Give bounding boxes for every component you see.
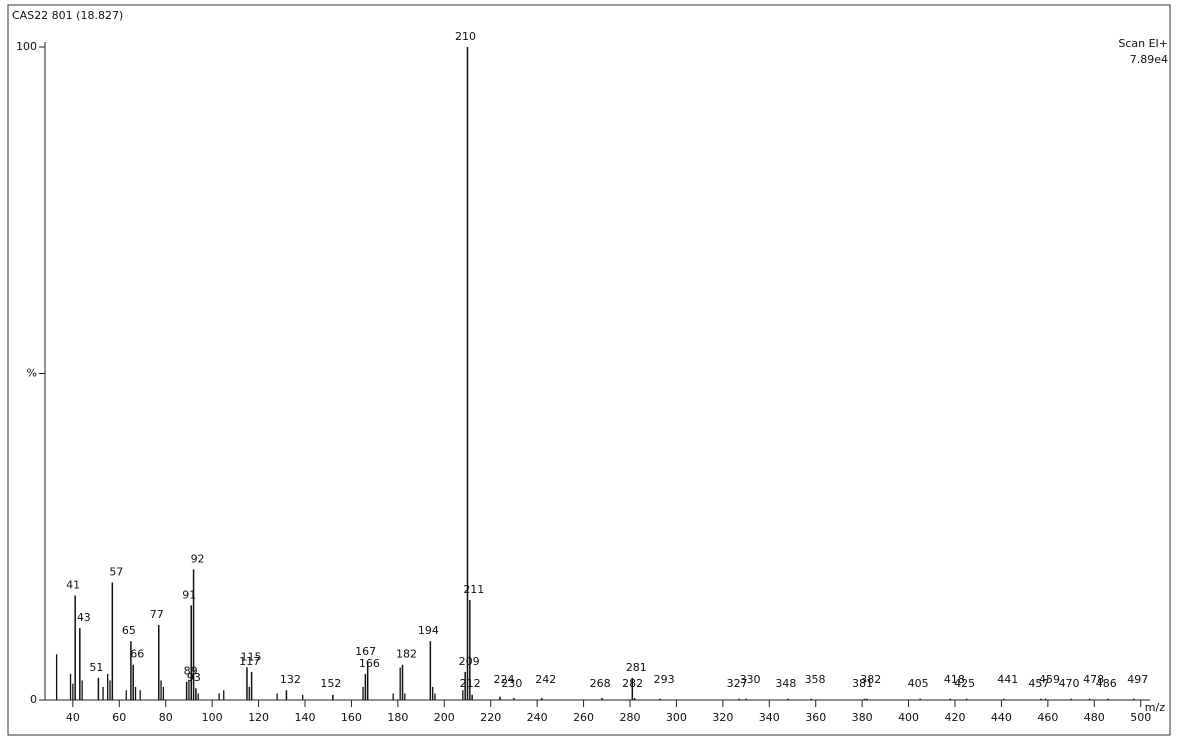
x-tick-label: 480 bbox=[1084, 711, 1105, 724]
peak-label: 441 bbox=[997, 673, 1018, 686]
x-tick-label: 440 bbox=[991, 711, 1012, 724]
peak-label: 459 bbox=[1039, 673, 1060, 686]
x-tick-label: 380 bbox=[852, 711, 873, 724]
scan-mode: Scan EI+ bbox=[1118, 37, 1168, 50]
peak-label: 497 bbox=[1127, 673, 1148, 686]
peak-label: 91 bbox=[182, 588, 196, 601]
chart-title: CAS22 801 (18.827) bbox=[12, 9, 123, 22]
peak-label: 152 bbox=[320, 677, 341, 690]
peak-label: 212 bbox=[460, 677, 481, 690]
peak-label: 486 bbox=[1096, 677, 1117, 690]
x-tick-label: 260 bbox=[573, 711, 594, 724]
peak-label: 224 bbox=[494, 673, 515, 686]
peak-label: 41 bbox=[66, 579, 80, 592]
peak-label: 358 bbox=[805, 673, 826, 686]
peak-label: 242 bbox=[535, 673, 556, 686]
x-tick-label: 140 bbox=[295, 711, 316, 724]
x-tick-label: 300 bbox=[666, 711, 687, 724]
x-tick-label: 240 bbox=[527, 711, 548, 724]
peak-label: 327 bbox=[727, 677, 748, 690]
peak-label: 348 bbox=[775, 677, 796, 690]
peak-label: 77 bbox=[150, 608, 164, 621]
x-tick-label: 60 bbox=[112, 711, 126, 724]
peak-label: 457 bbox=[1028, 677, 1049, 690]
peak-label: 51 bbox=[89, 661, 103, 674]
peak-label: 478 bbox=[1083, 673, 1104, 686]
peak-label: 382 bbox=[860, 673, 881, 686]
peak-label: 65 bbox=[122, 624, 136, 637]
y-tick-label: 0 bbox=[30, 693, 37, 706]
peak-label: 194 bbox=[418, 624, 439, 637]
peak-label: 115 bbox=[240, 650, 261, 663]
x-tick-label: 220 bbox=[480, 711, 501, 724]
peak-label: 66 bbox=[130, 648, 144, 661]
peak-label: 117 bbox=[239, 655, 260, 668]
x-tick-label: 320 bbox=[712, 711, 733, 724]
y-tick-label: 100 bbox=[16, 40, 37, 53]
peak-label: 57 bbox=[109, 565, 123, 578]
peak-label: 92 bbox=[191, 552, 205, 565]
peak-label: 268 bbox=[590, 677, 611, 690]
x-tick-label: 120 bbox=[248, 711, 269, 724]
peak-label: 381 bbox=[852, 677, 873, 690]
x-tick-label: 460 bbox=[1037, 711, 1058, 724]
x-tick-label: 40 bbox=[66, 711, 80, 724]
peak-label: 210 bbox=[455, 30, 476, 43]
peak-label: 470 bbox=[1059, 677, 1080, 690]
peak-label: 166 bbox=[359, 657, 380, 670]
y-tick-label: % bbox=[27, 367, 37, 380]
peak-label: 182 bbox=[396, 648, 417, 661]
peak-label: 293 bbox=[654, 673, 675, 686]
peak-label: 93 bbox=[187, 671, 201, 684]
frame bbox=[7, 4, 1171, 736]
x-tick-label: 80 bbox=[159, 711, 173, 724]
peak-label: 132 bbox=[280, 673, 301, 686]
x-tick-label: 280 bbox=[620, 711, 641, 724]
x-tick-label: 340 bbox=[759, 711, 780, 724]
x-tick-label: 360 bbox=[805, 711, 826, 724]
x-tick-label: 180 bbox=[387, 711, 408, 724]
x-tick-label: 420 bbox=[945, 711, 966, 724]
peak-label: 282 bbox=[622, 677, 643, 690]
peak-label: 211 bbox=[463, 583, 484, 596]
peak-label: 43 bbox=[77, 611, 91, 624]
x-tick-label: 100 bbox=[202, 711, 223, 724]
peak-label: 330 bbox=[740, 673, 761, 686]
peak-label: 405 bbox=[908, 677, 929, 690]
x-tick-label: 400 bbox=[898, 711, 919, 724]
x-axis-label: m/z bbox=[1145, 701, 1165, 714]
peak-label: 167 bbox=[355, 645, 376, 658]
intensity: 7.89e4 bbox=[1130, 53, 1168, 66]
peak-label: 418 bbox=[944, 673, 965, 686]
peak-label: 230 bbox=[501, 677, 522, 690]
x-tick-label: 160 bbox=[341, 711, 362, 724]
peak-label: 281 bbox=[626, 661, 647, 674]
x-tick-label: 200 bbox=[434, 711, 455, 724]
x-tick-label: 500 bbox=[1130, 711, 1151, 724]
peak-label: 425 bbox=[954, 677, 975, 690]
